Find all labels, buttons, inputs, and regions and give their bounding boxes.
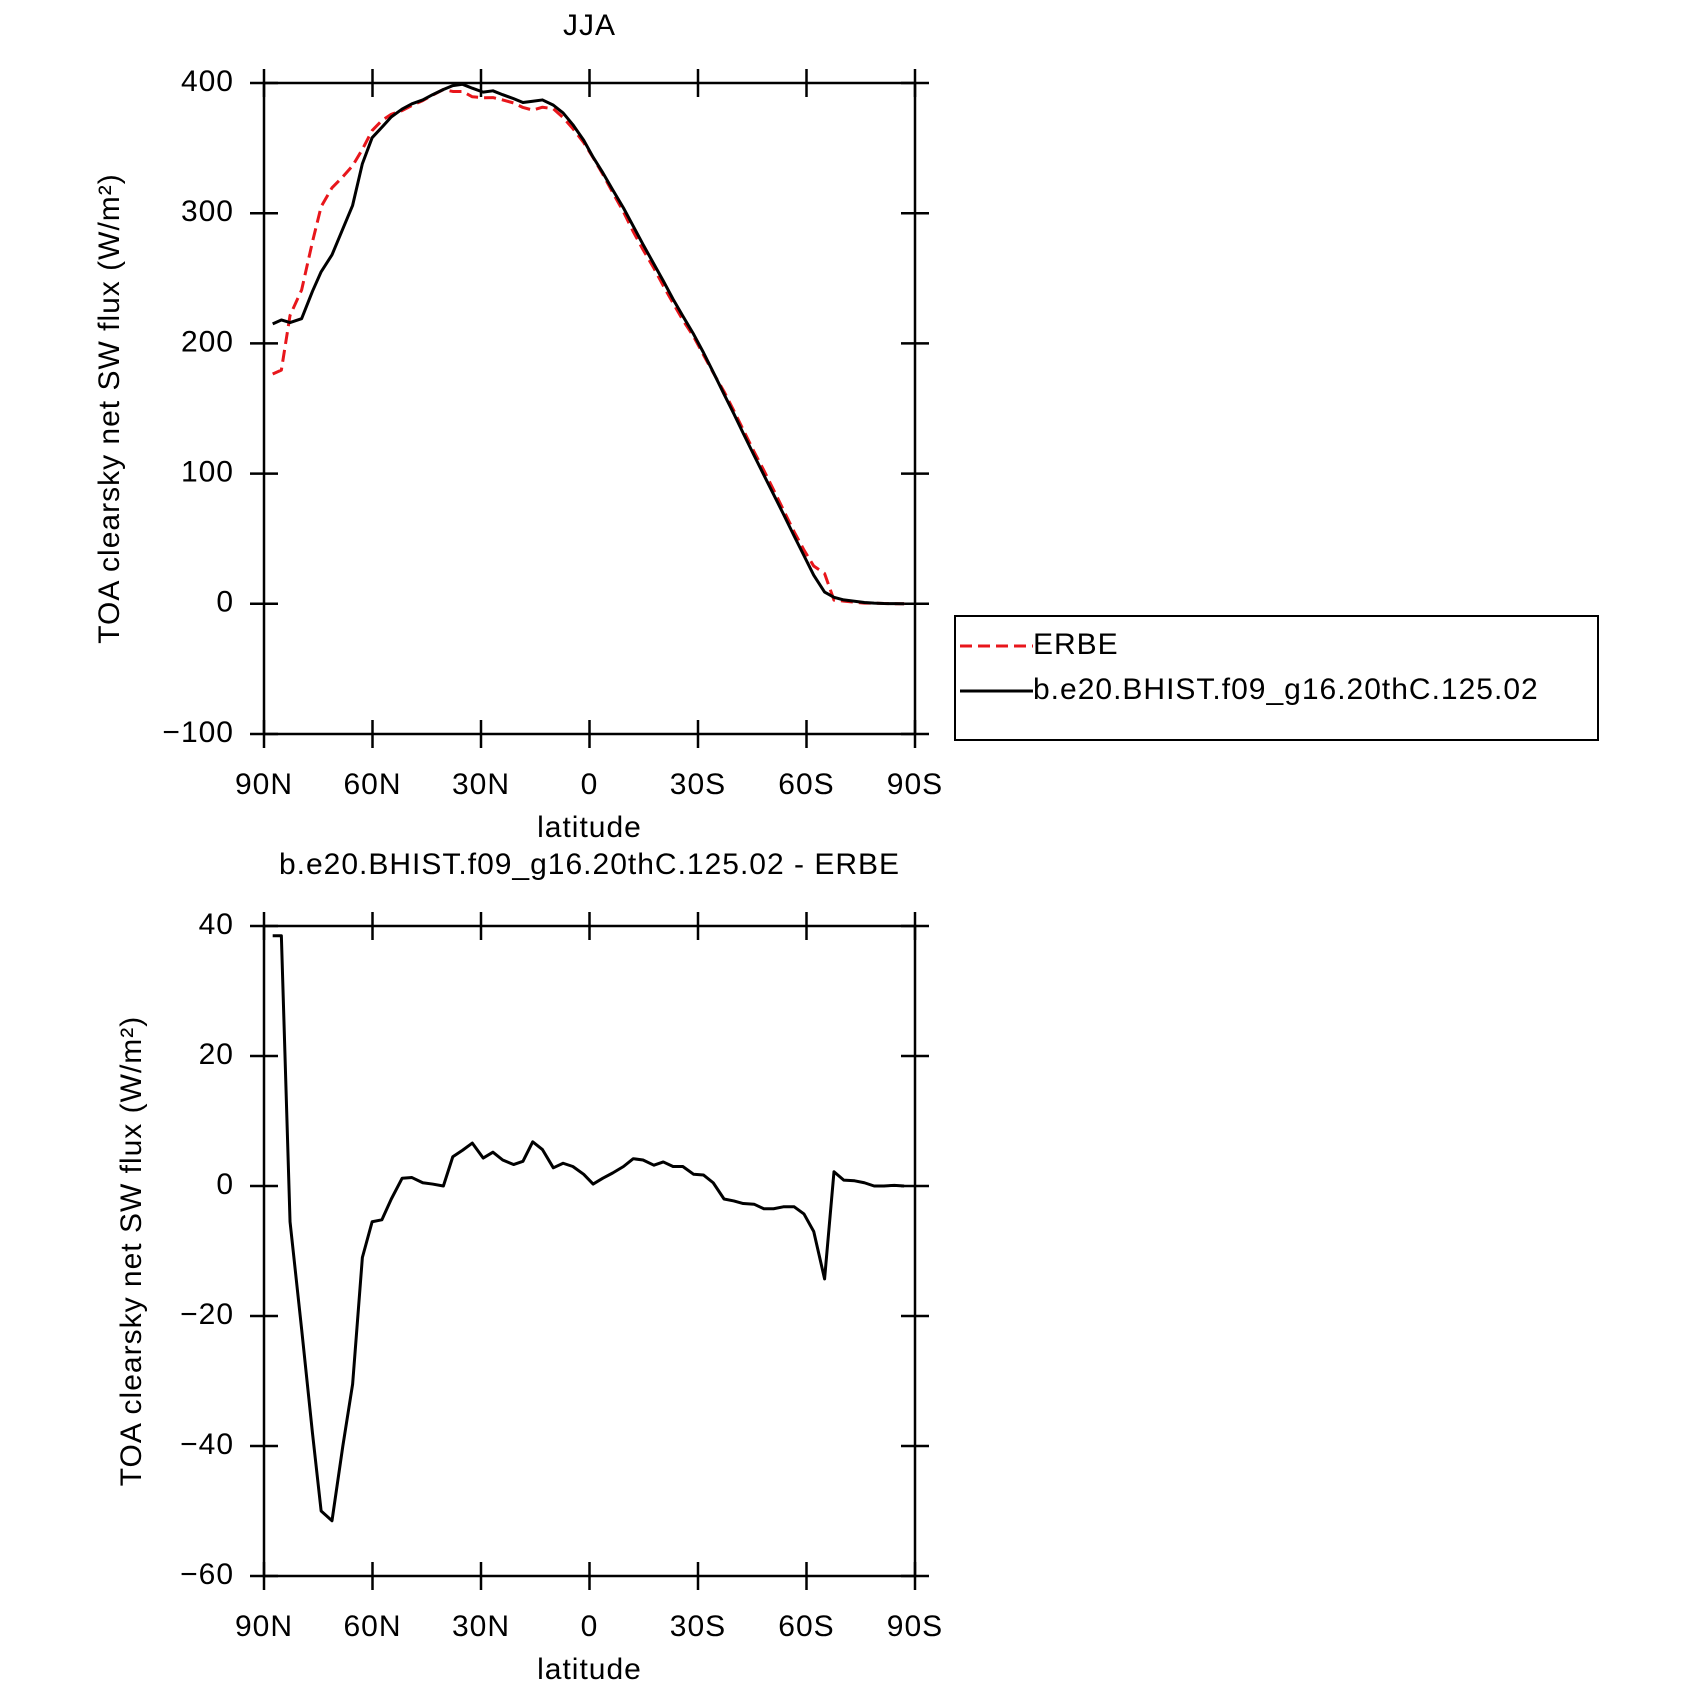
y-tick-label: 400 — [181, 65, 234, 98]
x-tick-label: 30N — [452, 1610, 510, 1643]
y-tick-label: −60 — [180, 1558, 234, 1591]
x-tick-label: 30S — [670, 768, 726, 801]
legend-box — [954, 615, 1599, 741]
x-tick-label: 90N — [235, 1610, 293, 1643]
y-axis-label: TOA clearsky net SW flux (W/m²) — [115, 1016, 148, 1487]
y-tick-label: 200 — [181, 325, 234, 358]
x-tick-label: 60S — [778, 1610, 834, 1643]
data-line — [272, 82, 905, 606]
chart-title: b.e20.BHIST.f09_g16.20thC.125.02 - ERBE — [279, 848, 900, 881]
plot-frame — [262, 81, 917, 736]
y-tick-label: −40 — [180, 1428, 234, 1461]
data-line — [272, 934, 905, 1523]
x-tick-label: 0 — [581, 1610, 599, 1643]
x-tick-label: 90N — [235, 768, 293, 801]
y-tick-label: 0 — [216, 586, 234, 619]
x-tick-label: 90S — [887, 768, 943, 801]
y-axis-label: TOA clearsky net SW flux (W/m²) — [93, 173, 126, 644]
y-tick-label: 40 — [199, 908, 234, 941]
y-tick-label: 300 — [181, 195, 234, 228]
x-axis-label: latitude — [537, 811, 642, 844]
data-line — [272, 88, 905, 606]
x-tick-label: 90S — [887, 1610, 943, 1643]
x-tick-label: 60S — [778, 768, 834, 801]
y-tick-label: −20 — [180, 1298, 234, 1331]
x-tick-label: 60N — [343, 1610, 401, 1643]
x-tick-label: 30S — [670, 1610, 726, 1643]
x-tick-label: 0 — [581, 768, 599, 801]
x-tick-label: 30N — [452, 768, 510, 801]
x-tick-label: 60N — [343, 768, 401, 801]
y-tick-label: 20 — [199, 1038, 234, 1071]
y-tick-label: −100 — [162, 716, 234, 749]
legend-label: ERBE — [1033, 628, 1119, 661]
chart-title: JJA — [563, 9, 616, 42]
x-axis-label: latitude — [537, 1653, 642, 1685]
y-tick-label: 0 — [216, 1168, 234, 1201]
y-tick-label: 100 — [181, 456, 234, 489]
legend-label: b.e20.BHIST.f09_g16.20thC.125.02 — [1033, 673, 1539, 706]
plot-frame — [262, 924, 917, 1578]
